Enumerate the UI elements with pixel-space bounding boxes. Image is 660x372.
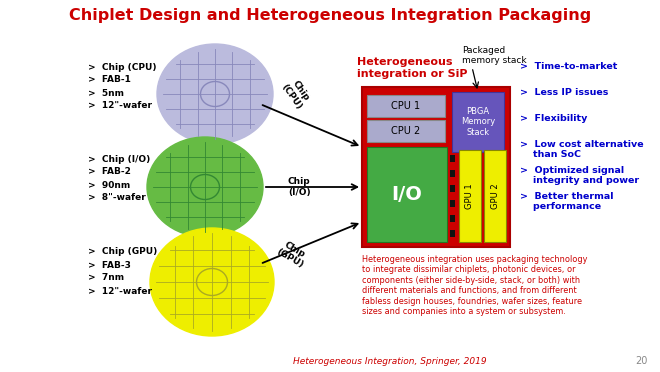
Bar <box>450 200 455 207</box>
Bar <box>459 150 481 242</box>
Text: Chip
(CPU): Chip (CPU) <box>280 77 312 111</box>
Text: Heterogeneous
integration or SiP: Heterogeneous integration or SiP <box>357 57 467 79</box>
Text: Chip
(GPU): Chip (GPU) <box>275 238 310 270</box>
Text: PBGA
Memory
Stack: PBGA Memory Stack <box>461 107 495 137</box>
Text: Chip
(I/O): Chip (I/O) <box>288 177 311 197</box>
Bar <box>450 215 455 222</box>
Text: >  FAB-1: > FAB-1 <box>88 76 131 84</box>
Bar <box>450 230 455 237</box>
Text: Packaged
memory stack: Packaged memory stack <box>462 46 527 65</box>
Bar <box>367 95 445 117</box>
Text: >  Optimized signal
    integrity and power: > Optimized signal integrity and power <box>520 166 639 185</box>
Text: >  Less IP issues: > Less IP issues <box>520 88 609 97</box>
Bar <box>367 147 447 242</box>
Bar <box>484 150 506 242</box>
Ellipse shape <box>147 137 263 237</box>
Text: >  FAB-2: > FAB-2 <box>88 167 131 176</box>
Ellipse shape <box>157 44 273 144</box>
Text: >  7nm: > 7nm <box>88 273 124 282</box>
Text: GPU 2: GPU 2 <box>490 183 500 209</box>
Text: I/O: I/O <box>391 185 422 204</box>
Bar <box>450 185 455 192</box>
Text: Heterogeneous integration uses packaging technology
to integrate dissimilar chip: Heterogeneous integration uses packaging… <box>362 255 587 316</box>
Bar <box>450 170 455 177</box>
Text: >  Chip (I/O): > Chip (I/O) <box>88 154 150 164</box>
Text: >  8"-wafer: > 8"-wafer <box>88 193 146 202</box>
Text: >  Chip (GPU): > Chip (GPU) <box>88 247 157 257</box>
Text: CPU 2: CPU 2 <box>391 126 420 136</box>
Text: >  FAB-3: > FAB-3 <box>88 260 131 269</box>
Text: 20: 20 <box>636 356 648 366</box>
Bar <box>362 87 510 247</box>
Text: >  90nm: > 90nm <box>88 180 130 189</box>
Text: CPU 1: CPU 1 <box>391 101 420 111</box>
Text: >  Time-to-market: > Time-to-market <box>520 62 617 71</box>
Text: >  12"-wafer: > 12"-wafer <box>88 102 152 110</box>
Bar <box>450 155 455 162</box>
Ellipse shape <box>150 228 274 336</box>
Text: >  Low cost alternative
    than SoC: > Low cost alternative than SoC <box>520 140 644 159</box>
Text: >  12"-wafer: > 12"-wafer <box>88 286 152 295</box>
Bar <box>367 120 445 142</box>
Bar <box>452 92 504 152</box>
Text: >  Better thermal
    performance: > Better thermal performance <box>520 192 614 211</box>
Text: GPU 1: GPU 1 <box>465 183 475 209</box>
Text: >  Chip (CPU): > Chip (CPU) <box>88 62 156 71</box>
Text: Heterogeneous Integration, Springer, 2019: Heterogeneous Integration, Springer, 201… <box>293 357 487 366</box>
Text: Chiplet Design and Heterogeneous Integration Packaging: Chiplet Design and Heterogeneous Integra… <box>69 8 591 23</box>
Text: >  5nm: > 5nm <box>88 89 124 97</box>
Text: >  Flexibility: > Flexibility <box>520 114 587 123</box>
